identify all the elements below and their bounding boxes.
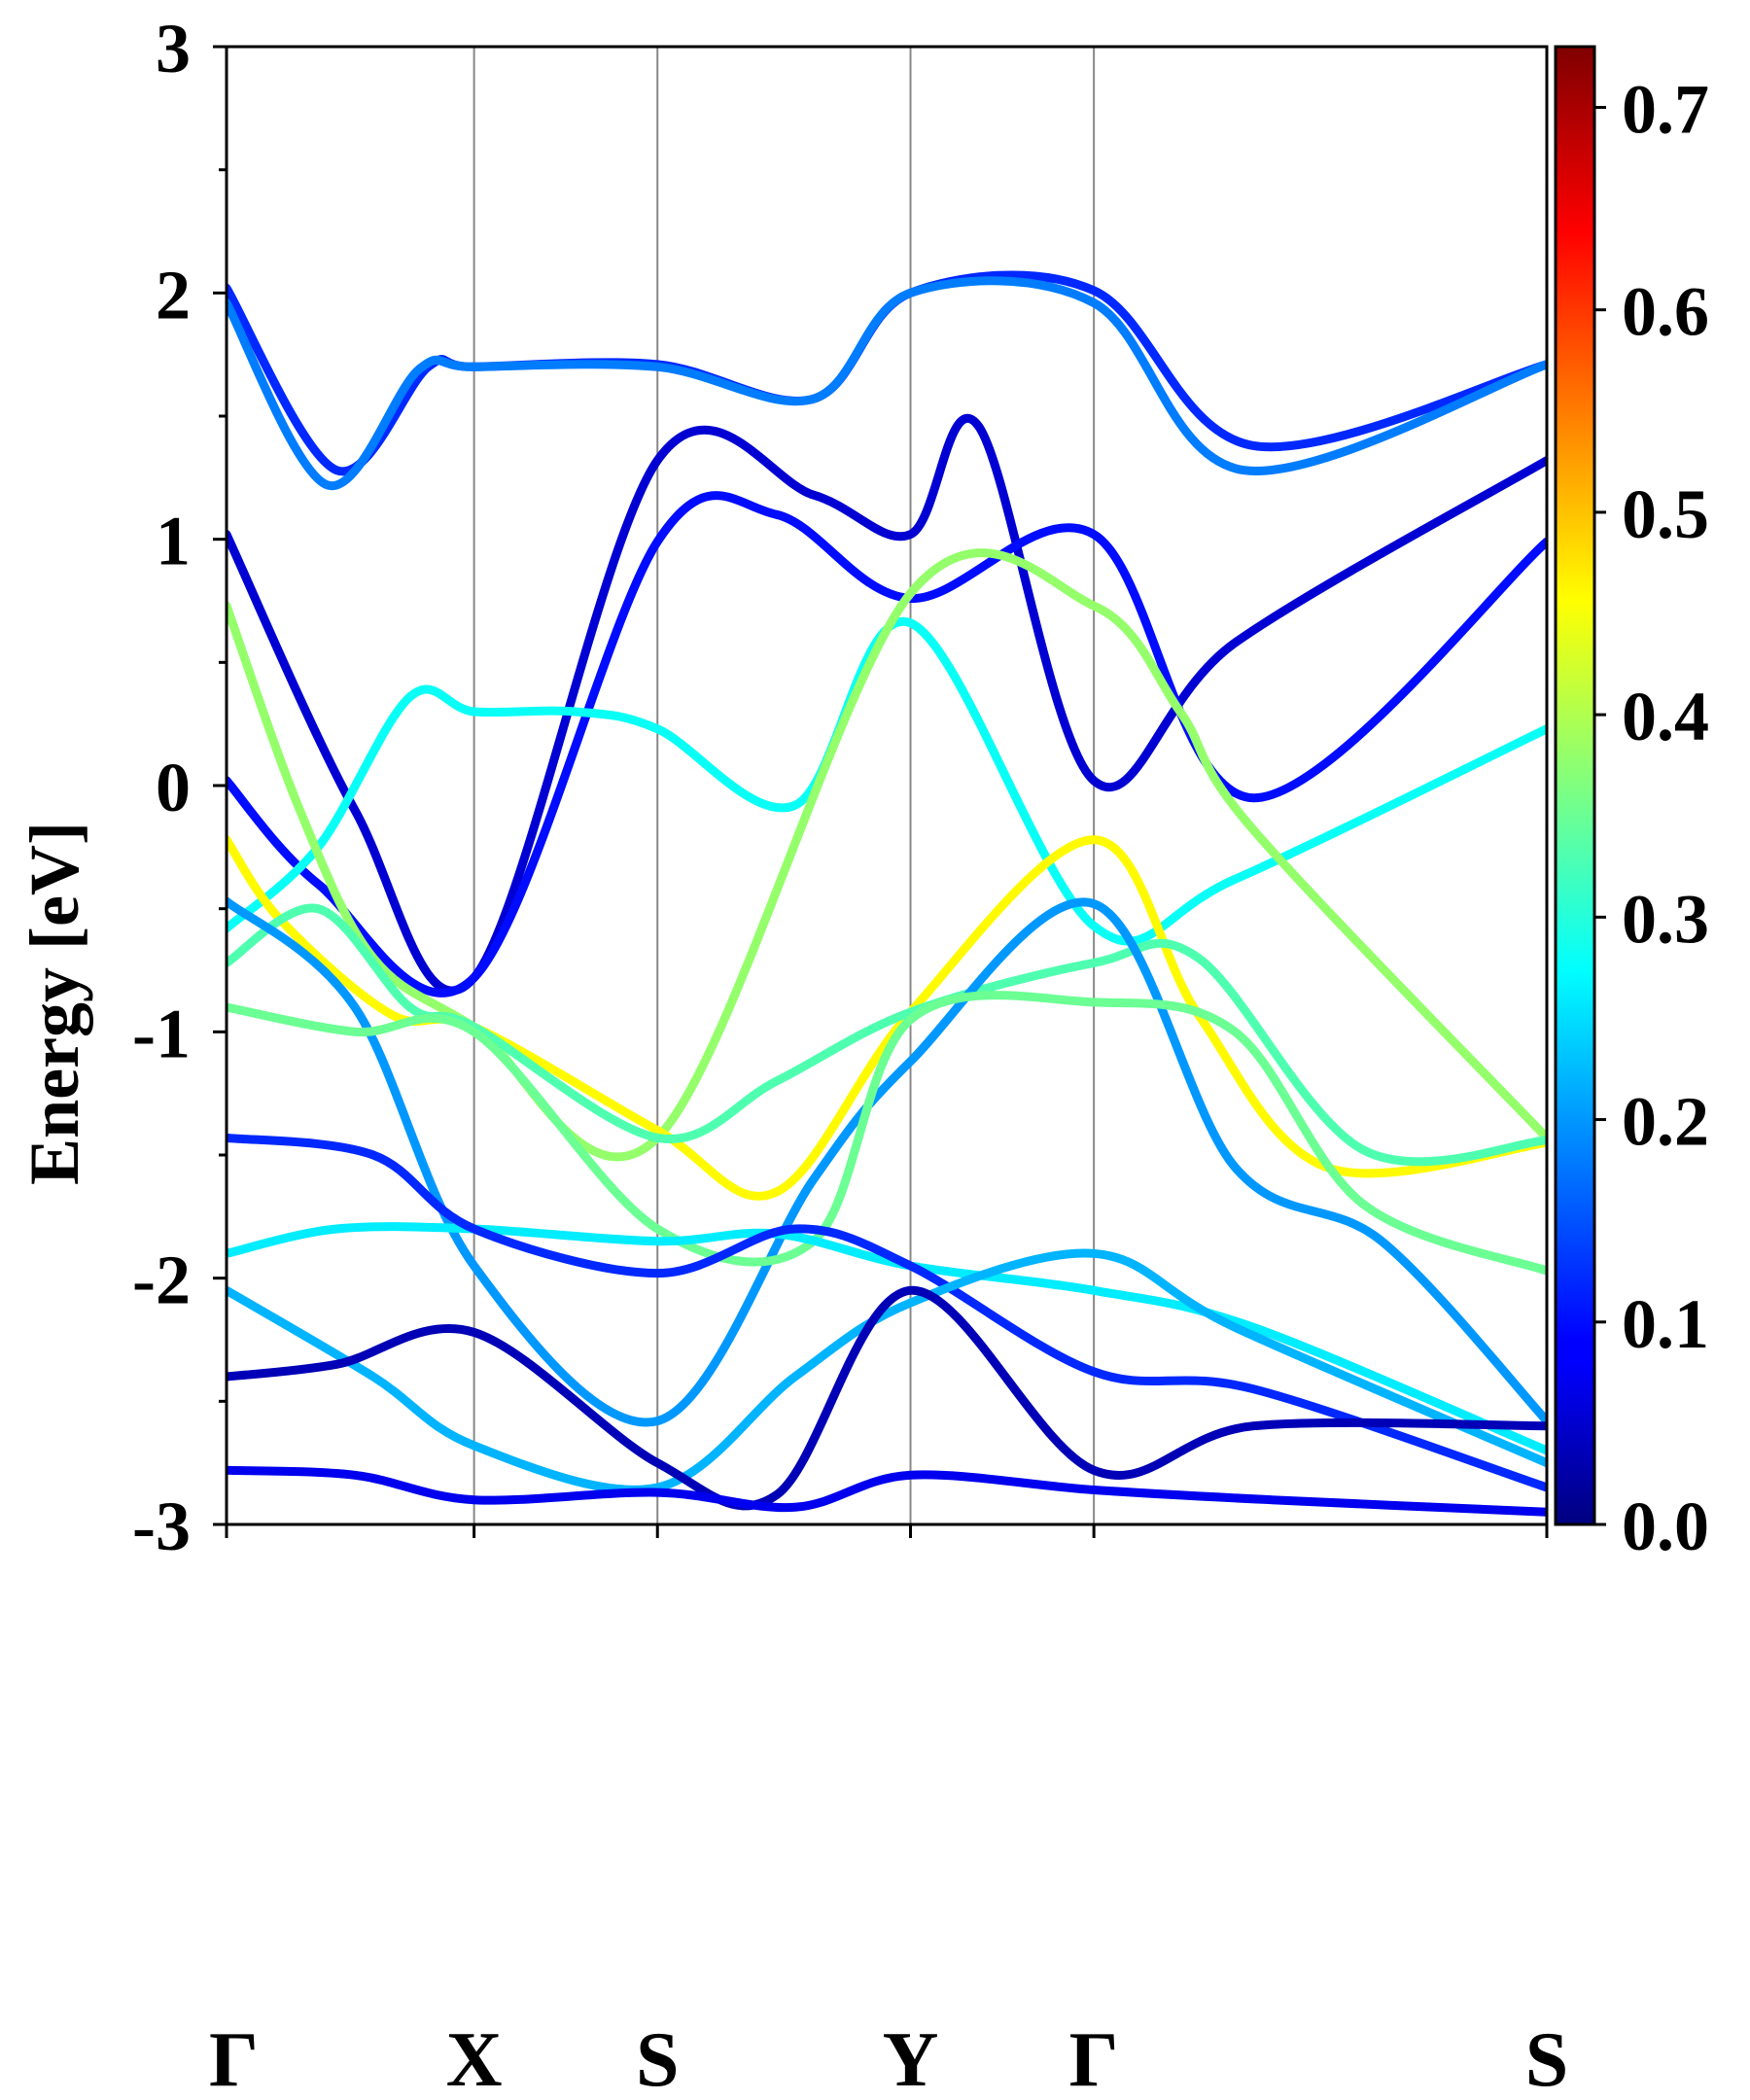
band-line-4 xyxy=(227,616,1547,946)
band-line-11 xyxy=(227,1133,1547,1492)
band-line-7 xyxy=(227,903,1547,1167)
y-tick-label: 3 xyxy=(156,10,191,88)
colorbar: 0.0 0.1 0.2 0.3 0.4 0.5 0.6 0.7 xyxy=(1554,45,1709,1565)
colorbar-tick-label: 0.6 xyxy=(1622,273,1709,351)
band-line-5 xyxy=(227,548,1547,1162)
band-line-12 xyxy=(227,1248,1547,1494)
colorbar-tick-label: 0.7 xyxy=(1622,70,1709,148)
y-axis-label: Energy [eV] xyxy=(16,822,93,1185)
colorbar-tick-label: 0.2 xyxy=(1622,1083,1709,1161)
y-tick-label: 2 xyxy=(156,256,191,333)
band-line-1 xyxy=(227,276,1547,491)
colorbar-tick-label: 0.1 xyxy=(1622,1285,1709,1363)
y-tick-label: 0 xyxy=(156,749,191,826)
k-point-label: S xyxy=(636,2017,680,2100)
y-tick-label: -2 xyxy=(132,1242,191,1319)
y-tick-label: -3 xyxy=(132,1488,191,1565)
colorbar-tick-label: 0.3 xyxy=(1622,880,1709,958)
plot-background xyxy=(227,47,1547,1524)
band-line-8 xyxy=(227,896,1547,1427)
colorbar-tick-label: 0.0 xyxy=(1622,1488,1709,1565)
y-tick-label: -1 xyxy=(132,995,191,1072)
colorbar-tick-label: 0.4 xyxy=(1622,678,1709,755)
band-line-14 xyxy=(227,1465,1547,1517)
k-point-label: Γ xyxy=(1069,2017,1119,2100)
colorbar-tick-label: 0.5 xyxy=(1622,475,1709,553)
band-line-6 xyxy=(227,835,1547,1201)
k-point-label: X xyxy=(446,2017,503,2100)
bands-group xyxy=(227,270,1547,1517)
band-line-2 xyxy=(227,413,1547,996)
band-line-3 xyxy=(227,491,1547,998)
k-point-label: Y xyxy=(883,2017,939,2100)
y-tick-label: 1 xyxy=(156,503,191,580)
k-point-label: Γ xyxy=(209,2017,259,2100)
band-line-9 xyxy=(227,991,1547,1276)
k-point-label: S xyxy=(1525,2017,1569,2100)
band-line-10 xyxy=(227,1222,1547,1455)
band-line-13 xyxy=(227,1285,1547,1511)
y-axis: 3 2 1 0 -1 -2 -3 xyxy=(132,10,227,1565)
colorbar-gradient xyxy=(1554,45,1596,1526)
